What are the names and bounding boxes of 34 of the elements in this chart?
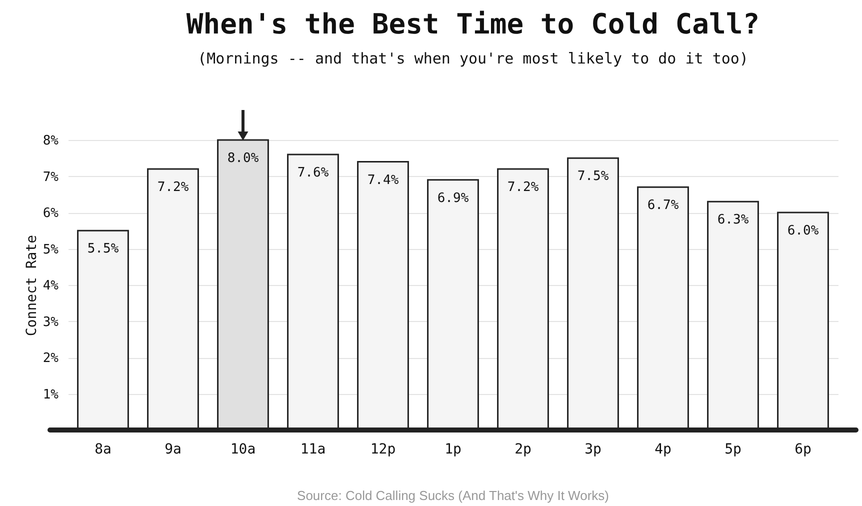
y-tick-label: 4% [42,278,59,294]
x-tick-label: 1p [444,442,462,458]
x-tick-label: 3p [584,442,602,458]
y-axis-title: Connect Rate [24,234,40,336]
data-label: 7.2% [507,180,539,195]
chart-title: When's the Best Time to Cold Call? [186,8,760,40]
y-tick-label: 8% [42,134,59,148]
x-tick-label: 10a [230,442,256,458]
y-tick-label: 3% [42,314,59,330]
data-label: 5.5% [87,242,119,257]
data-label: 6.9% [437,190,469,206]
x-tick-label: 8a [94,442,112,458]
x-tick-label: 2p [514,442,532,458]
x-tick-label: 9a [164,442,182,458]
source-note: Source: Cold Calling Sucks (And That's Why It Works) [297,488,609,503]
data-label: 6.3% [717,212,749,228]
x-tick-label: 12p [370,442,396,458]
data-label: 6.7% [647,198,679,214]
data-label: 7.5% [577,169,609,184]
x-tick-label: 11a [300,442,326,458]
data-label: 6.0% [787,224,819,238]
y-tick-label: 2% [42,351,59,366]
y-tick-label: 7% [42,170,59,185]
x-tick-label: 6p [794,442,812,458]
data-label: 7.6% [297,166,329,180]
chart-subtitle: (Mornings -- and that's when you're most likely to do it too) [198,50,748,68]
data-label: 8.0% [227,151,259,166]
data-label: 7.4% [367,172,399,188]
y-tick-label: 6% [42,206,59,221]
y-tick-label: 5% [42,242,59,258]
data-label: 7.2% [157,180,189,195]
x-tick-label: 4p [654,442,672,458]
x-tick-label: 5p [724,442,742,458]
y-tick-label: 1% [42,387,59,402]
